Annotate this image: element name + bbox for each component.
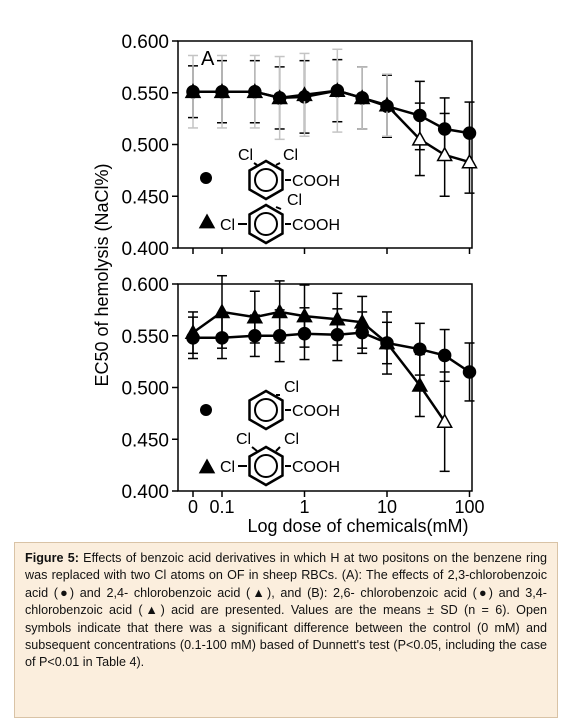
panel-a-series-1-point-4 xyxy=(296,86,313,102)
panel-b-series-1-point-5 xyxy=(329,310,346,326)
panel-a-legend-marker-circle xyxy=(200,172,212,184)
panel-a-legend-marker-triangle xyxy=(198,213,216,229)
panel-a-legend-1-benzene-ring xyxy=(248,203,284,245)
panel-b-legend-1-cooh-label: COOH xyxy=(292,459,340,476)
panel-a-legend-1-bond-cl-1 xyxy=(275,206,282,210)
panel-a-y-tick-label-1: 0.550 xyxy=(121,84,169,105)
panel-a-y-tick-label-0: 0.600 xyxy=(121,32,169,53)
panel-b-series-0-point-8 xyxy=(413,342,427,356)
panel-b-series-1-point-3 xyxy=(271,303,288,319)
panel-a-legend-1-cooh-label: COOH xyxy=(292,217,340,234)
panel-a-series-0-line xyxy=(193,89,470,135)
panel-b-y-tick-label-1: 0.550 xyxy=(121,327,169,348)
panel-a-series-1-point-9 xyxy=(436,146,453,162)
panel-b-y-tick-label-3: 0.450 xyxy=(121,430,169,451)
panel-b-series-1-line xyxy=(192,310,446,423)
panel-b-series-1-point-7 xyxy=(378,334,396,350)
panel-b-x-tick-label-4: 100 xyxy=(454,497,484,517)
panel-a-legend-0-benzene-inner-ring xyxy=(254,168,278,192)
panel-a-legend-1-cl-label-1: Cl xyxy=(287,192,302,209)
panel-b-legend-1-cl-label-1: Cl xyxy=(284,431,299,448)
panel-b-legend-1-bond-cl-0 xyxy=(251,446,258,452)
panel-a-legend-0-cooh-label: COOH xyxy=(292,173,340,190)
panel-b-x-tick-label-1: 0.1 xyxy=(209,497,234,517)
panel-b: 0.600 0.550 0.500 0.450 0.400 0 0.1 1 10 100 COOH C… xyxy=(121,274,485,517)
panel-a-series-1-point-8 xyxy=(411,130,429,146)
panel-a-series-1-point-5 xyxy=(329,82,346,98)
figure-caption: Figure 5: Effects of benzoic acid deriva… xyxy=(14,542,558,718)
panel-b-series-0-line xyxy=(193,331,471,374)
panel-b-series-1-point-1 xyxy=(213,303,231,319)
panel-b-legend-1-cl-label-0: Cl xyxy=(236,431,251,448)
panel-b-series-1-point-8 xyxy=(411,376,429,392)
panel-a-series-1-point-1 xyxy=(213,83,231,99)
x-axis-label: Log dose of chemicals(mM) xyxy=(247,516,468,536)
panel-b-legend-0-cooh-label: COOH xyxy=(292,403,340,420)
caption-label: Figure 5: xyxy=(25,551,79,565)
panel-a-series-1-point-3 xyxy=(271,89,288,105)
panel-b-legend-marker-circle xyxy=(200,404,212,416)
panel-b-series-0-point-9 xyxy=(437,348,452,363)
panel-a-y-tick-label-4: 0.400 xyxy=(121,239,169,260)
panel-b-series-1-point-2 xyxy=(246,308,264,324)
panel-a-legend-1-benzene-inner-ring xyxy=(254,212,278,236)
panel-b-series-1-point-6 xyxy=(353,313,371,329)
panel-b-x-tick-label-0: 0 xyxy=(188,497,198,517)
panel-b-legend-0-benzene-inner-ring xyxy=(254,398,278,422)
panel-a-y-tick-label-2: 0.500 xyxy=(121,136,169,157)
panel-b-series-0-point-10 xyxy=(462,365,477,379)
panel-a-y-tick-label-3: 0.450 xyxy=(121,187,169,208)
panel-b-y-tick-label-2: 0.500 xyxy=(121,379,169,400)
panel-a: 0.600 0.550 0.500 0.450 0.400 A COOH Cl Cl COOH Cl… xyxy=(121,32,478,260)
y-axis-label: EC50 of hemolysis (NaCl%) xyxy=(92,163,112,386)
panel-b-series-1-point-4 xyxy=(296,307,313,323)
panel-b-legend-1-bond-cl-1 xyxy=(275,446,281,452)
panel-b-x-tick-label-2: 1 xyxy=(299,497,309,517)
panel-a-series-1-point-7 xyxy=(378,96,396,112)
panel-a-legend-0-benzene-ring xyxy=(248,159,284,201)
panel-b-legend-1-cl-label-2: Cl xyxy=(220,459,235,476)
panel-b-y-tick-label-4: 0.400 xyxy=(121,482,169,503)
panel-a-legend-0-cl-label-1: Cl xyxy=(283,147,298,164)
panel-a-series-1-point-10 xyxy=(461,153,478,169)
panel-a-series-1-line xyxy=(193,89,470,164)
panel-b-legend-0-cl-label-0: Cl xyxy=(284,379,299,396)
panel-a-legend-0-cl-label-0: Cl xyxy=(238,147,253,164)
panel-a-legend-1-cl-label-0: Cl xyxy=(220,217,235,234)
panel-b-legend-marker-triangle xyxy=(198,458,216,474)
panel-a-series-1-point-2 xyxy=(246,83,264,99)
panel-b-series-1-point-9 xyxy=(436,413,453,429)
panel-b-y-tick-label-0: 0.600 xyxy=(121,275,169,296)
panel-a-legend-0-bond-cl-0 xyxy=(253,162,258,166)
caption-text: Effects of benzoic acid derivatives in w… xyxy=(25,551,547,670)
panel-a-panel-label: A xyxy=(201,48,215,70)
panel-a-series-1-point-6 xyxy=(353,89,371,105)
panel-b-legend-1-benzene-inner-ring xyxy=(254,454,278,478)
panel-b-legend-0-benzene-ring xyxy=(248,389,284,431)
panel-a-legend-0-bond-cl-1 xyxy=(275,162,281,166)
panel-a-series-1-point-0 xyxy=(184,83,202,99)
panel-b-legend-1-benzene-ring xyxy=(248,445,284,487)
panel-b-x-tick-label-3: 10 xyxy=(377,497,397,517)
panel-b-series-1-point-0 xyxy=(184,324,202,339)
